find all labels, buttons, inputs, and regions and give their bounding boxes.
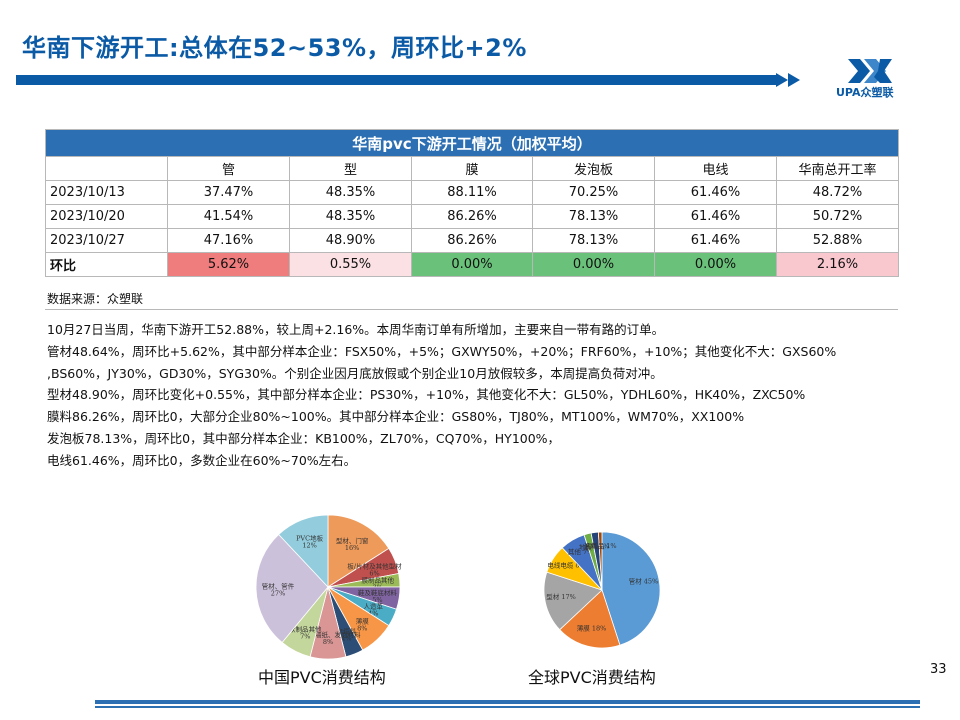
col-header: 膜 xyxy=(411,156,533,181)
china-pie-slice-label: 人造革 4% xyxy=(363,601,383,617)
china-pie-slice xyxy=(255,533,329,644)
china-pie-slice-label: PVC地板 12% xyxy=(296,534,324,550)
table-cell: 78.13% xyxy=(532,228,655,253)
table-cell: 48.35% xyxy=(289,204,412,229)
note-line: 型材48.90%，周环比变化+0.55%，其中部分样本企业：PS30%，+10%… xyxy=(47,387,806,403)
table-cell: 78.13% xyxy=(532,204,655,229)
global-pie-slice-label: 电线电缆 8% xyxy=(547,560,585,569)
table-header-row: 管 型 膜 发泡板 电线 华南总开工率 xyxy=(45,156,900,181)
table-row: 2023/10/27 47.16% 48.90% 86.26% 78.13% 6… xyxy=(45,228,900,253)
global-pie-slice-label: 其他 7% xyxy=(568,547,593,556)
upa-logo-icon xyxy=(848,59,892,83)
note-line: 电线61.46%，周环比0，多数企业在60%~70%左右。 xyxy=(47,452,357,468)
china-pvc-pie-chart: 型材、门窗16%板/片材及其他型材6%膜制品其他3%鞋及鞋底材料5%人造革4%薄… xyxy=(255,514,402,660)
table-cell: 2023/10/20 xyxy=(45,204,168,229)
change-cell: 0.00% xyxy=(654,252,777,277)
table-cell: 2023/10/13 xyxy=(45,180,168,205)
title-underline-bar xyxy=(16,73,800,87)
change-cell: 0.00% xyxy=(532,252,655,277)
table-cell: 48.72% xyxy=(775,180,900,205)
table-cell: 86.26% xyxy=(411,228,533,253)
data-source: 数据来源：众塑联 xyxy=(47,292,144,306)
global-pie-slice xyxy=(543,571,603,631)
footer-bar xyxy=(95,700,920,704)
table-row: 2023/10/20 41.54% 48.35% 86.26% 78.13% 6… xyxy=(45,204,900,229)
page-title: 华南下游开工:总体在52~53%，周环比+2% xyxy=(22,34,527,62)
table-cell: 70.25% xyxy=(532,180,655,205)
china-pie-slice-label: 电缆料 4% xyxy=(337,626,357,642)
note-line: 发泡板78.13%，周环比0，其中部分样本企业：KB100%，ZL70%，CQ7… xyxy=(47,430,561,446)
global-pie-slice-label: 涂料 2% xyxy=(584,541,609,550)
change-cell: 5.62% xyxy=(167,252,290,277)
col-header: 电线 xyxy=(654,156,777,181)
data-panel: 华南pvc下游开工情况（加权平均） 管 型 膜 发泡板 电线 华南总开工率 20… xyxy=(44,129,900,487)
global-pvc-pie-chart: 管材 45% 薄膜 18% 型材 17% 电线电缆 8% 其他 7%地板 2%涂料 2%… xyxy=(543,531,661,649)
global-pie-slice xyxy=(597,531,603,591)
table-cell: 86.26% xyxy=(411,204,533,229)
global-pie-slice xyxy=(601,531,661,646)
table-cell: 47.16% xyxy=(167,228,290,253)
global-pie-caption: 全球PVC消费结构 xyxy=(528,668,656,687)
change-cell: 2.16% xyxy=(775,252,900,277)
note-line: 管材48.64%，周环比+5.62%，其中部分样本企业：FSX50%，+5%；G… xyxy=(47,343,837,359)
table-cell: 2023/10/27 xyxy=(45,228,168,253)
china-pie-slice-label: 管材、管件 27% xyxy=(262,582,295,598)
global-pie-slice-label: 管材 45% xyxy=(629,576,659,585)
divider xyxy=(45,309,898,310)
table-cell: 37.47% xyxy=(167,180,290,205)
col-header xyxy=(45,156,168,181)
table-cell: 61.46% xyxy=(654,228,777,253)
pvc-operating-table: 华南pvc下游开工情况（加权平均） 管 型 膜 发泡板 电线 华南总开工率 20… xyxy=(44,129,900,277)
global-pie-slice-label: 地板 2% xyxy=(579,542,604,551)
table-cell: 48.90% xyxy=(289,228,412,253)
china-pie-slice-label: 型材、门窗 16% xyxy=(336,536,369,552)
china-pie-slice-label: 板/片材及其他型材 6% xyxy=(347,562,402,578)
logo-text: UPA众塑联 xyxy=(836,86,894,99)
change-row: 环比 5.62% 0.55% 0.00% 0.00% 0.00% 2.16% xyxy=(45,252,900,277)
change-label: 环比 xyxy=(45,252,168,277)
china-pie-slice-label: 壁纸、墙纸、发泡材料 8% xyxy=(296,630,362,646)
table-row: 2023/10/13 37.47% 48.35% 88.11% 70.25% 6… xyxy=(45,180,900,205)
page-number: 33 xyxy=(930,662,947,677)
table-cell: 88.11% xyxy=(411,180,533,205)
global-pie-slice-label: 型材 17% xyxy=(546,592,576,601)
col-header: 型 xyxy=(289,156,412,181)
global-pie-slice xyxy=(559,589,621,649)
global-pie-slice-label: 瓶制品 1% xyxy=(585,541,617,550)
china-pie-slice xyxy=(327,514,390,588)
china-pie-caption: 中国PVC消费结构 xyxy=(258,668,386,687)
col-header: 华南总开工率 xyxy=(775,156,900,181)
china-pie-slice-label: 鞋及鞋底材料 5% xyxy=(358,588,398,604)
note-line: ,BS60%，JY30%，GD30%，SYG30%。个别企业因月底放假或个别企业… xyxy=(47,365,663,381)
table-cell: 61.46% xyxy=(654,204,777,229)
col-header: 发泡板 xyxy=(532,156,655,181)
note-line: 膜料86.26%，周环比0，大部分企业80%~100%。其中部分样本企业：GS8… xyxy=(47,409,745,425)
change-cell: 0.55% xyxy=(289,252,412,277)
change-cell: 0.00% xyxy=(411,252,533,277)
table-cell: 52.88% xyxy=(775,228,900,253)
table-cell: 41.54% xyxy=(167,204,290,229)
col-header: 管 xyxy=(167,156,290,181)
china-pie-slice xyxy=(278,514,329,589)
table-cell: 50.72% xyxy=(775,204,900,229)
table-heading: 华南pvc下游开工情况（加权平均） xyxy=(44,129,900,157)
commentary: 10月27日当周，华南下游开工52.88%，较上周+2.16%。本周华南订单有所… xyxy=(47,319,897,472)
china-pie-slice-label: 薄膜 8% xyxy=(356,616,370,632)
footer-line xyxy=(95,706,920,708)
table-cell: 61.46% xyxy=(654,180,777,205)
china-pie-slice-label: 软制品其他 7% xyxy=(289,625,322,641)
note-line: 10月27日当周，华南下游开工52.88%，较上周+2.16%。本周华南订单有所… xyxy=(47,322,665,337)
table-cell: 48.35% xyxy=(289,180,412,205)
global-pie-slice-label: 薄膜 18% xyxy=(577,624,607,633)
